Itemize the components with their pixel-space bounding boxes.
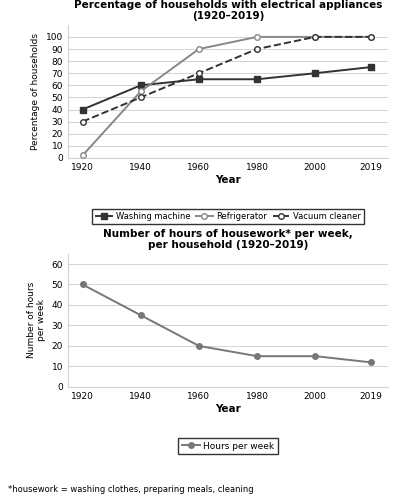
- X-axis label: Year: Year: [215, 404, 241, 414]
- Legend: Hours per week: Hours per week: [178, 438, 278, 454]
- Title: Percentage of households with electrical appliances
(1920–2019): Percentage of households with electrical…: [74, 0, 382, 21]
- Text: *housework = washing clothes, preparing meals, cleaning: *housework = washing clothes, preparing …: [8, 485, 254, 494]
- X-axis label: Year: Year: [215, 175, 241, 185]
- Y-axis label: Percentage of households: Percentage of households: [31, 33, 40, 150]
- Y-axis label: Number of hours
per week: Number of hours per week: [27, 282, 46, 359]
- Title: Number of hours of housework* per week,
per household (1920–2019): Number of hours of housework* per week, …: [103, 229, 353, 250]
- Legend: Washing machine, Refrigerator, Vacuum cleaner: Washing machine, Refrigerator, Vacuum cl…: [92, 209, 364, 224]
